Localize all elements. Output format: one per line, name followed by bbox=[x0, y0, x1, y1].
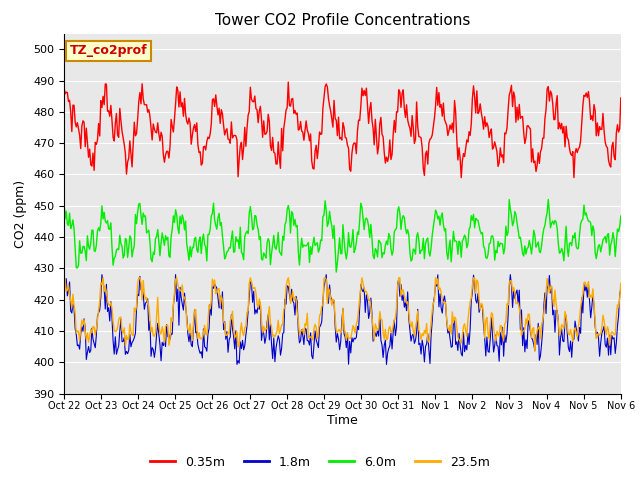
Text: TZ_co2prof: TZ_co2prof bbox=[70, 44, 147, 58]
X-axis label: Time: Time bbox=[327, 414, 358, 427]
Y-axis label: CO2 (ppm): CO2 (ppm) bbox=[15, 180, 28, 248]
Title: Tower CO2 Profile Concentrations: Tower CO2 Profile Concentrations bbox=[214, 13, 470, 28]
Legend: 0.35m, 1.8m, 6.0m, 23.5m: 0.35m, 1.8m, 6.0m, 23.5m bbox=[145, 451, 495, 474]
